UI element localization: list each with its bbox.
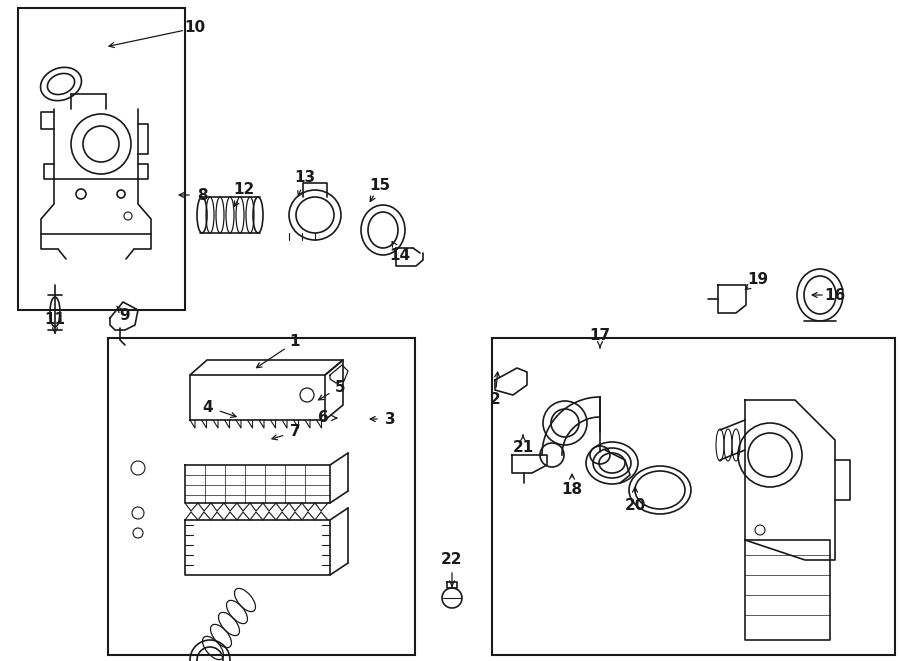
Text: 2: 2 bbox=[490, 393, 500, 407]
Bar bbox=[108, 338, 415, 655]
Bar bbox=[18, 8, 185, 310]
Text: 17: 17 bbox=[590, 327, 610, 342]
Text: 19: 19 bbox=[747, 272, 769, 288]
Text: 14: 14 bbox=[390, 247, 410, 262]
Text: 16: 16 bbox=[824, 288, 846, 303]
Text: 3: 3 bbox=[384, 412, 395, 426]
Text: 18: 18 bbox=[562, 483, 582, 498]
Text: 6: 6 bbox=[318, 410, 328, 426]
Bar bbox=[492, 338, 895, 655]
Text: 8: 8 bbox=[197, 188, 207, 202]
Text: 21: 21 bbox=[512, 440, 534, 455]
Text: 22: 22 bbox=[441, 553, 463, 568]
Text: 7: 7 bbox=[290, 424, 301, 440]
Text: 9: 9 bbox=[120, 309, 130, 323]
Text: 20: 20 bbox=[625, 498, 645, 512]
Text: 5: 5 bbox=[335, 379, 346, 395]
Text: 1: 1 bbox=[290, 334, 301, 350]
Text: 12: 12 bbox=[233, 182, 255, 198]
Text: 10: 10 bbox=[184, 20, 205, 36]
Text: 11: 11 bbox=[44, 313, 66, 327]
Text: 4: 4 bbox=[202, 399, 213, 414]
Text: 15: 15 bbox=[369, 178, 391, 192]
Text: 13: 13 bbox=[294, 171, 316, 186]
